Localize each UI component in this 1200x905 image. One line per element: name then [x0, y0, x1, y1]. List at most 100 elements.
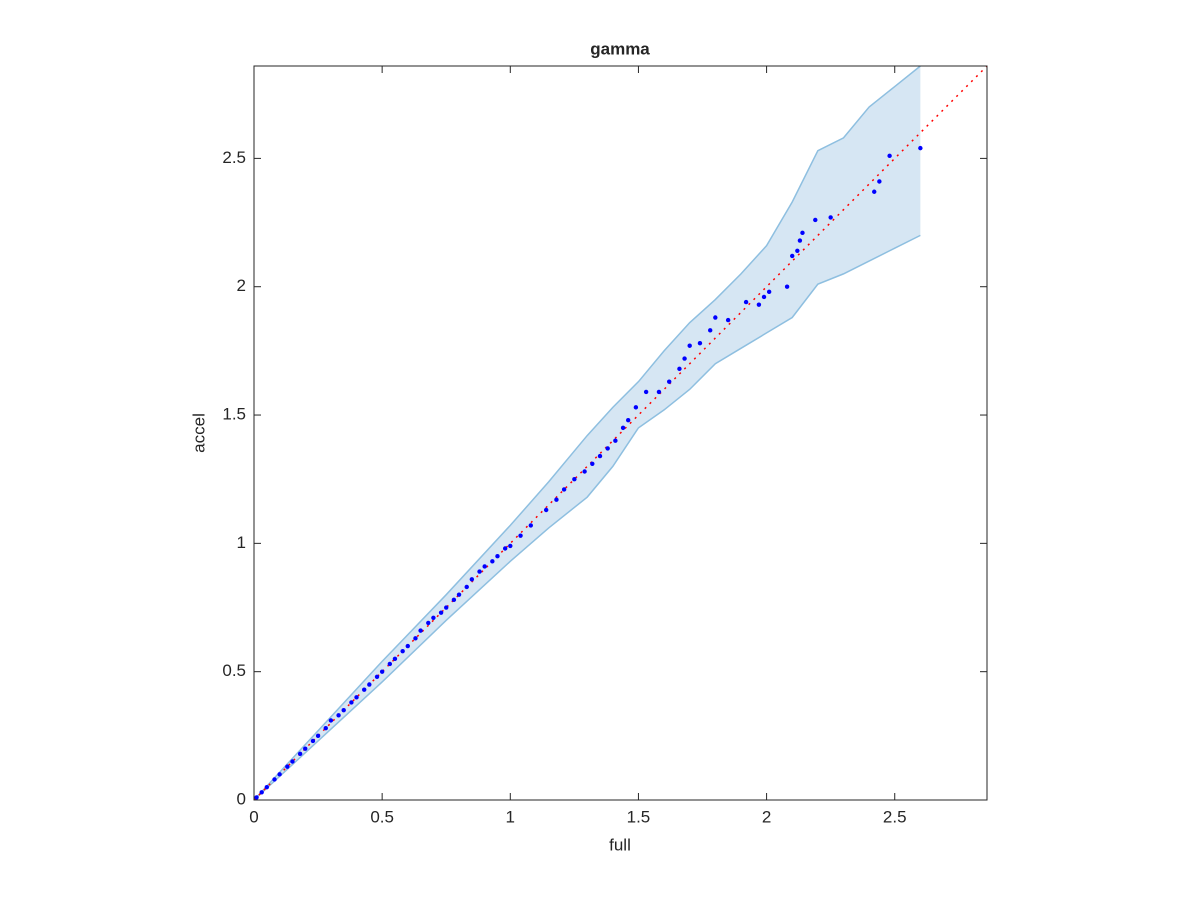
data-point: [572, 476, 577, 482]
data-point: [508, 543, 513, 549]
data-point: [336, 713, 341, 718]
y-tick-label: 0.5: [222, 661, 246, 680]
data-point: [297, 751, 303, 757]
data-point: [697, 340, 703, 346]
data-point: [528, 523, 533, 528]
data-point: [482, 564, 487, 569]
data-point: [323, 725, 328, 731]
x-tick-label: 2: [762, 807, 771, 826]
data-point: [367, 682, 372, 687]
data-point: [597, 453, 603, 459]
data-point: [761, 294, 767, 300]
data-point: [405, 643, 410, 649]
data-point: [418, 628, 423, 633]
confidence-band: [254, 66, 921, 800]
data-point: [633, 405, 639, 410]
data-point: [828, 215, 833, 220]
reference-line: [253, 65, 988, 801]
x-axis-label: full: [609, 835, 631, 854]
data-point: [784, 284, 790, 289]
data-point: [341, 707, 346, 713]
data-point: [290, 759, 295, 764]
data-point: [872, 189, 877, 194]
data-point: [561, 487, 567, 492]
data-point: [797, 238, 803, 243]
data-point: [431, 615, 436, 620]
data-point: [272, 777, 277, 782]
data-point: [392, 656, 398, 662]
data-point: [456, 592, 462, 597]
data-point: [362, 687, 367, 692]
data-point: [725, 317, 731, 323]
data-point: [259, 790, 264, 795]
data-point: [790, 253, 795, 259]
data-point: [413, 636, 418, 641]
data-point: [795, 248, 800, 253]
data-point: [756, 302, 762, 307]
data-point: [328, 718, 334, 723]
data-point: [495, 553, 500, 559]
x-tick-label: 1: [506, 807, 515, 826]
data-point: [303, 746, 308, 751]
data-point: [254, 795, 259, 800]
y-tick-label: 0: [237, 789, 246, 808]
data-point: [813, 217, 818, 223]
data-point: [444, 605, 449, 610]
data-point: [582, 469, 587, 474]
axes-box: [253, 65, 988, 801]
chart-title: gamma: [590, 39, 650, 58]
y-tick-label: 2: [237, 276, 246, 295]
data-point: [354, 695, 359, 700]
data-point: [315, 733, 321, 739]
data-point: [310, 738, 316, 744]
y-axis-label: accel: [189, 413, 208, 453]
data-point: [554, 497, 559, 502]
data-point: [643, 389, 649, 395]
data-point: [713, 315, 718, 320]
data-point: [677, 366, 682, 372]
x-tick-label: 0.5: [370, 807, 394, 826]
data-point: [426, 620, 431, 626]
data-point: [264, 784, 270, 790]
data-point: [887, 153, 892, 159]
data-point: [477, 569, 482, 574]
data-point: [620, 425, 626, 431]
data-point: [374, 674, 380, 680]
data-point: [277, 772, 282, 777]
data-point: [800, 230, 805, 236]
band-upper-edge: [253, 65, 921, 801]
data-point: [613, 438, 618, 443]
data-point: [502, 546, 508, 551]
x-tick-label: 1.5: [627, 807, 651, 826]
data-point: [490, 559, 495, 564]
data-point: [666, 379, 672, 384]
data-point: [682, 356, 687, 361]
data-point: [590, 461, 595, 466]
data-point: [918, 145, 923, 151]
data-point: [400, 648, 405, 654]
data-point: [438, 610, 444, 615]
data-point: [469, 577, 475, 582]
data-point: [379, 669, 385, 674]
data-point: [708, 328, 713, 333]
data-point: [387, 661, 393, 667]
x-tick-label: 2.5: [883, 807, 907, 826]
y-tick-label: 1.5: [222, 405, 246, 424]
data-point: [285, 764, 290, 769]
band-lower-edge: [253, 234, 921, 801]
y-tick-label: 2.5: [222, 148, 246, 167]
data-point: [687, 343, 692, 348]
data-point: [518, 533, 523, 538]
data-point: [656, 389, 662, 395]
data-point: [349, 700, 354, 705]
data-point: [743, 299, 749, 305]
data-point: [605, 446, 610, 451]
y-tick-label: 1: [237, 533, 246, 552]
data-point: [543, 507, 549, 513]
data-point: [877, 179, 882, 184]
data-point: [625, 417, 631, 423]
x-tick-label: 0: [249, 807, 258, 826]
data-point: [766, 289, 772, 295]
